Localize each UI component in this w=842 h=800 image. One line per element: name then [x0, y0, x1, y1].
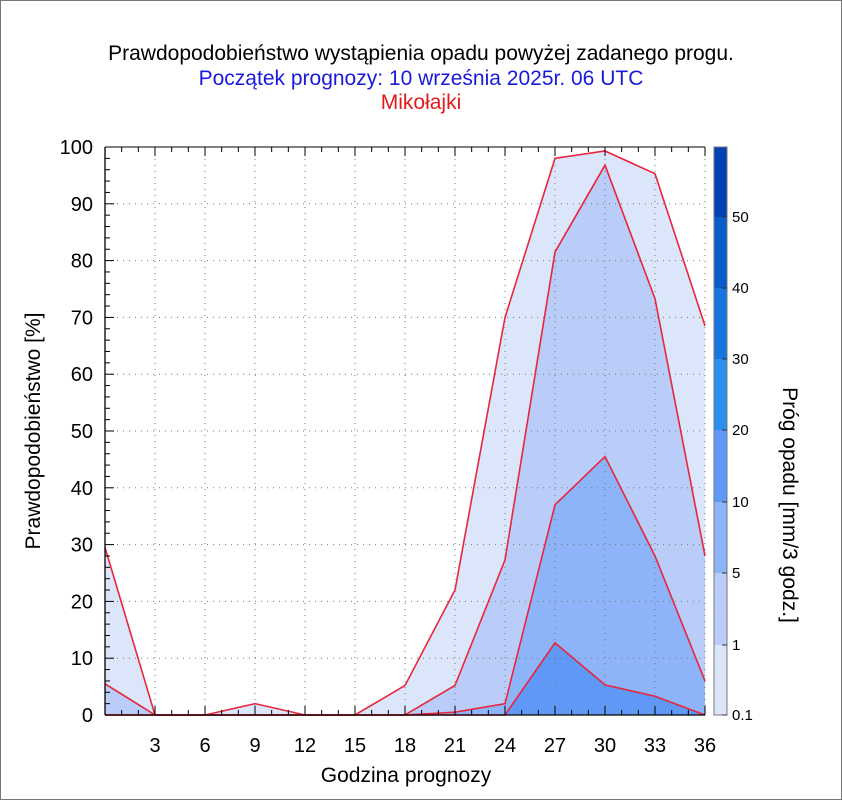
forecast-start-subtitle: Początek prognozy: 10 września 2025r. 06… — [198, 67, 644, 90]
colorbar-label-0: 0.1 — [732, 707, 753, 724]
colorbar-border — [713, 146, 728, 716]
colorbar-label-4: 20 — [732, 422, 749, 439]
chart-title: Prawdopodobieństwo wystąpienia opadu pow… — [108, 42, 734, 65]
x-axis-ticks: 3 6 9 12 15 18 21 24 27 30 33 36 — [104, 147, 716, 757]
location-label: Mikołajki — [380, 91, 462, 114]
colorbar-segment-5 — [714, 288, 727, 359]
x-tick-label: 12 — [294, 735, 316, 757]
colorbar-segment-0 — [714, 645, 727, 715]
colorbar-segment-3 — [714, 430, 727, 502]
colorbar-segment-6 — [714, 217, 727, 288]
x-tick-label: 30 — [594, 735, 616, 757]
colorbar-segment-1 — [714, 573, 727, 645]
probability-areas — [105, 150, 705, 715]
x-tick-label: 21 — [444, 735, 466, 757]
x-tick-label: 27 — [544, 735, 566, 757]
y-tick-label: 30 — [71, 535, 93, 557]
x-tick-label: 6 — [199, 735, 210, 757]
x-tick-label: 33 — [644, 735, 666, 757]
y-axis-ticks: 0 10 20 30 40 50 60 70 80 90 100 — [60, 137, 114, 727]
colorbar-segment-7 — [714, 147, 727, 217]
colorbar-label-3: 10 — [732, 494, 749, 511]
colorbar-label: Próg opadu [mm/3 godz.] — [778, 387, 801, 623]
y-axis-label: Prawdopodobieństwo [%] — [22, 313, 45, 550]
x-tick-label: 24 — [494, 735, 516, 757]
y-tick-label: 70 — [71, 307, 93, 329]
colorbar-label-1: 1 — [732, 637, 740, 654]
y-tick-label: 0 — [82, 705, 93, 727]
area-threshold-3 — [105, 642, 705, 715]
x-tick-label: 15 — [344, 735, 366, 757]
y-tick-label: 60 — [71, 364, 93, 386]
colorbar-label-5: 30 — [732, 351, 749, 368]
colorbar-segment-2 — [714, 502, 727, 573]
x-tick-label: 3 — [149, 735, 160, 757]
colorbar-label-2: 5 — [732, 565, 740, 582]
threshold-colorbar: 0.1 1 5 10 20 30 40 50 — [713, 146, 753, 724]
y-tick-label: 80 — [71, 251, 93, 273]
x-tick-label: 18 — [394, 735, 416, 757]
y-tick-label: 90 — [71, 194, 93, 216]
y-tick-label: 20 — [71, 591, 93, 613]
x-axis-label: Godzina prognozy — [321, 764, 492, 787]
x-tick-label: 36 — [694, 735, 716, 757]
y-tick-label: 100 — [60, 137, 93, 159]
colorbar-segment-4 — [714, 359, 727, 430]
y-tick-label: 50 — [71, 421, 93, 443]
x-tick-label: 9 — [249, 735, 260, 757]
colorbar-label-7: 50 — [732, 209, 749, 226]
colorbar-label-6: 40 — [732, 280, 749, 297]
y-tick-label: 10 — [71, 648, 93, 670]
y-tick-label: 40 — [71, 478, 93, 500]
